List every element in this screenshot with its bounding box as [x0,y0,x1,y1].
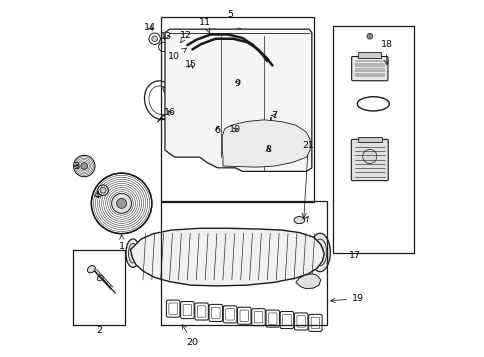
FancyBboxPatch shape [351,56,387,81]
Circle shape [81,163,87,169]
Text: 2: 2 [96,326,102,335]
Text: 20: 20 [182,325,198,347]
Polygon shape [199,29,221,41]
Text: 13: 13 [160,32,172,41]
Text: 17: 17 [348,251,360,260]
Ellipse shape [316,246,323,259]
Text: 10: 10 [228,125,240,134]
Circle shape [187,87,199,100]
Polygon shape [130,228,324,286]
Bar [161,201,327,325]
Circle shape [167,31,175,38]
Circle shape [235,28,242,35]
Ellipse shape [97,275,103,281]
Text: 11: 11 [199,17,211,32]
Bar [357,136,381,142]
Circle shape [304,155,311,162]
Circle shape [241,127,245,131]
Circle shape [266,140,269,144]
Circle shape [116,198,126,208]
Bar [333,26,413,253]
Ellipse shape [126,239,140,267]
Text: 4: 4 [93,191,103,200]
Circle shape [180,41,191,51]
Circle shape [267,116,274,124]
Text: 6: 6 [214,126,220,135]
Ellipse shape [309,233,330,272]
Text: 18: 18 [380,40,392,65]
Circle shape [213,121,221,130]
Circle shape [100,187,106,193]
Circle shape [111,193,131,213]
Text: 5: 5 [227,10,233,19]
Bar [167,36,219,152]
Text: 14: 14 [144,22,156,31]
Ellipse shape [87,266,95,273]
Circle shape [366,34,372,39]
Polygon shape [165,29,311,171]
Text: 1: 1 [119,235,125,251]
Circle shape [264,57,275,68]
Circle shape [186,66,193,74]
Text: 8: 8 [265,145,271,154]
Circle shape [167,146,175,153]
Circle shape [304,31,311,38]
Text: 3: 3 [73,162,79,171]
Text: 10: 10 [168,48,186,61]
Text: 9: 9 [234,79,240,88]
Ellipse shape [293,217,304,224]
Bar [73,250,125,325]
Circle shape [362,149,376,164]
Text: 12: 12 [179,31,191,43]
Text: 19: 19 [330,294,363,303]
Circle shape [151,36,157,41]
Circle shape [180,45,184,50]
FancyBboxPatch shape [350,139,388,181]
Text: 16: 16 [163,108,175,117]
Text: 7: 7 [271,111,277,120]
Polygon shape [295,274,320,289]
Text: 21: 21 [302,141,314,217]
Text: 15: 15 [185,60,197,69]
Bar [214,124,220,126]
Polygon shape [222,120,309,167]
Bar [161,17,313,202]
Bar [358,52,380,58]
